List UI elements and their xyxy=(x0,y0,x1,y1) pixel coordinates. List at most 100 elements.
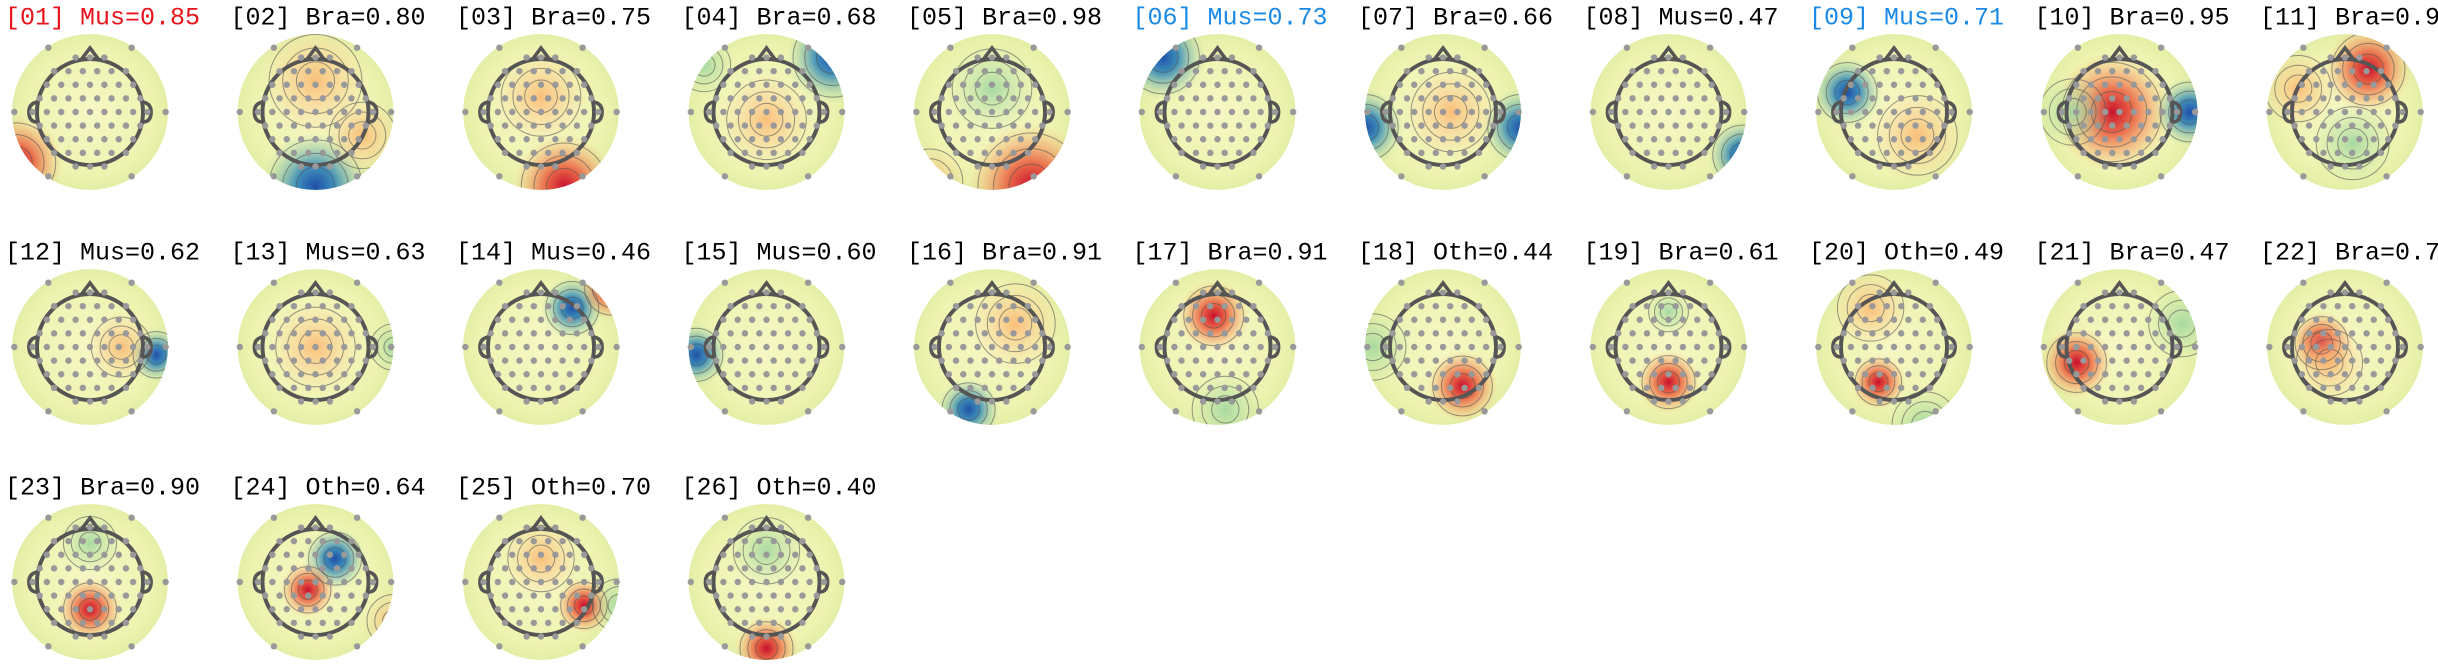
electrode xyxy=(494,108,502,116)
electrode xyxy=(1396,81,1404,88)
electrode xyxy=(516,357,523,364)
electrode xyxy=(613,343,620,351)
electrode xyxy=(2300,279,2307,286)
right-ear xyxy=(2172,335,2183,359)
topomap xyxy=(2041,34,2198,190)
electrode xyxy=(1030,279,1037,286)
electrode xyxy=(813,357,821,364)
electrode xyxy=(305,357,312,364)
electrode xyxy=(1235,302,1243,310)
electrode xyxy=(355,606,362,613)
electrode xyxy=(981,302,989,310)
electrode xyxy=(727,149,734,157)
electrode xyxy=(2356,108,2363,116)
electrode xyxy=(974,343,981,351)
electrode xyxy=(348,95,355,102)
electrode xyxy=(687,343,695,351)
electrode xyxy=(734,551,741,558)
contour xyxy=(1653,297,1684,327)
electrode xyxy=(1847,371,1855,378)
electrode xyxy=(2101,108,2109,116)
electrode xyxy=(290,67,298,75)
electrode xyxy=(480,108,487,116)
electrode xyxy=(1919,316,1926,323)
electrode xyxy=(792,371,799,378)
electrode xyxy=(1665,54,1672,61)
electrode xyxy=(43,578,51,586)
electrode xyxy=(1178,330,1185,337)
electrode xyxy=(2094,95,2102,102)
electrode xyxy=(1010,67,1017,75)
electrode xyxy=(58,108,65,116)
contour xyxy=(1432,355,1493,417)
component-label: [18] Oth=0.44 xyxy=(1358,239,1553,268)
nose xyxy=(756,280,777,297)
electrode xyxy=(348,67,355,75)
electrode xyxy=(792,81,799,88)
electrode xyxy=(938,122,945,129)
electrode xyxy=(348,357,355,364)
electrode xyxy=(1207,67,1214,75)
right-ear xyxy=(1270,100,1281,124)
electrode xyxy=(319,122,326,129)
electrode xyxy=(2370,316,2377,323)
electrode xyxy=(2137,149,2145,157)
electrode xyxy=(1418,302,1425,310)
electrode xyxy=(2074,44,2082,51)
electrode xyxy=(1854,357,1862,364)
electrode xyxy=(1665,163,1672,170)
electrode xyxy=(1854,95,1862,102)
electrode xyxy=(2157,408,2165,415)
electrode xyxy=(2191,343,2199,351)
electrode xyxy=(1665,371,1672,378)
contour xyxy=(607,593,619,617)
electrode xyxy=(1398,44,1405,51)
electrode xyxy=(573,357,581,364)
electrode xyxy=(537,136,545,143)
electrode xyxy=(1403,302,1411,310)
electrode xyxy=(1468,108,1475,116)
electrode xyxy=(777,81,785,88)
electrode xyxy=(2327,81,2334,88)
electrode xyxy=(501,357,509,364)
electrode xyxy=(2341,289,2349,296)
electrode xyxy=(580,578,588,586)
electrode xyxy=(2320,302,2327,310)
topoplot xyxy=(1815,269,1973,425)
component-label: [15] Mus=0.60 xyxy=(682,239,877,268)
electrode xyxy=(516,619,523,627)
electrode xyxy=(1411,343,1418,351)
electrode xyxy=(770,619,777,627)
electrode xyxy=(1207,122,1214,129)
electrode xyxy=(2305,330,2313,337)
electrode xyxy=(523,578,530,586)
electrode xyxy=(297,316,305,323)
electrode xyxy=(1622,136,1629,143)
electrode xyxy=(93,95,101,102)
electrode xyxy=(2116,54,2123,61)
electrode xyxy=(566,316,573,323)
electrode xyxy=(2152,384,2159,392)
electrode xyxy=(770,122,777,129)
electrode xyxy=(1221,67,1228,75)
electrode xyxy=(319,592,326,599)
electrode xyxy=(1171,108,1178,116)
electrode xyxy=(494,316,502,323)
electrode xyxy=(129,606,137,613)
electrode xyxy=(2291,95,2298,102)
electrode xyxy=(1243,136,1250,143)
electrode xyxy=(544,302,552,310)
electrode xyxy=(362,122,370,129)
electrode xyxy=(1912,330,1919,337)
electrode xyxy=(945,136,953,143)
electrode xyxy=(530,592,538,599)
electrode xyxy=(988,108,996,116)
electrode xyxy=(947,44,954,51)
electrode xyxy=(2130,54,2138,61)
left-ear xyxy=(929,100,940,124)
electrode xyxy=(1636,316,1643,323)
electrode xyxy=(544,592,552,599)
nose xyxy=(305,280,326,297)
electrode xyxy=(1876,163,1883,170)
electrode xyxy=(2073,81,2080,88)
